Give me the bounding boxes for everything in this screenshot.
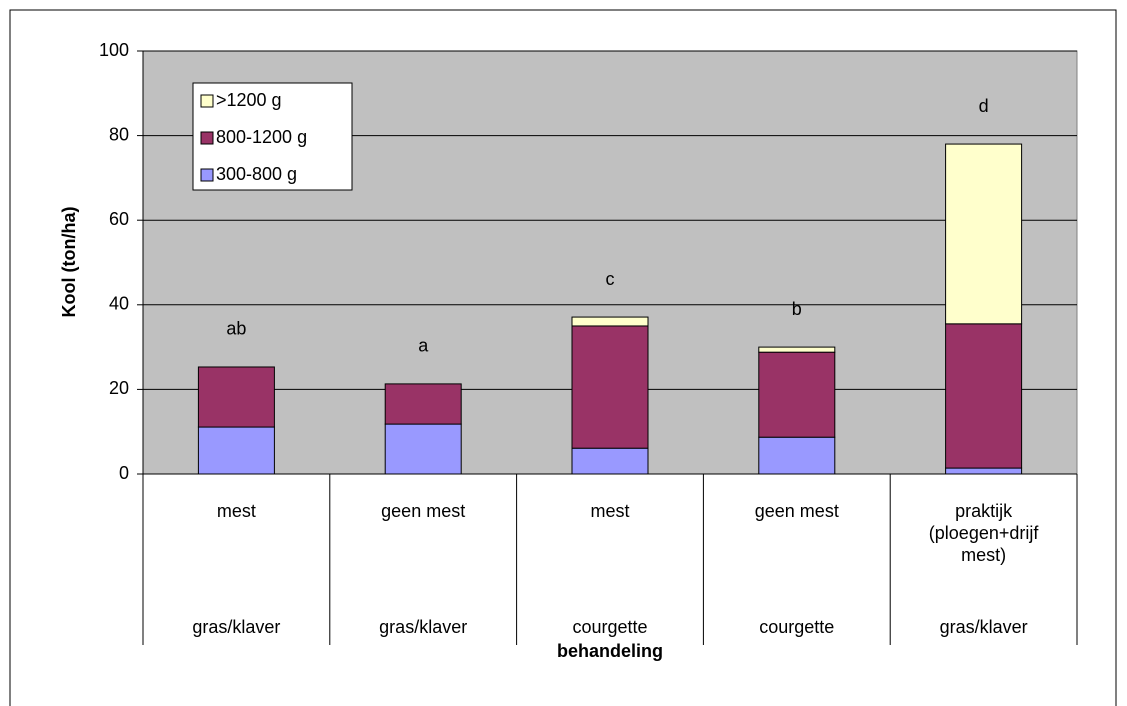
group-label: gras/klaver [939, 617, 1028, 637]
x-axis-label: behandeling [557, 641, 663, 661]
bar-segment [758, 346, 836, 353]
bar-segment [945, 143, 1023, 325]
x-tick-label: mest [216, 501, 256, 521]
x-tick-label: mest [590, 501, 630, 521]
legend-label: 800-1200 g [216, 127, 307, 147]
y-tick-label: 0 [119, 463, 129, 483]
legend-box [192, 82, 353, 191]
bar-segment [571, 325, 649, 449]
x-tick-label: geen mest [381, 501, 466, 521]
bar-segment [945, 323, 1023, 469]
group-label: gras/klaver [379, 617, 468, 637]
annotation: ab [226, 319, 246, 339]
y-tick-label: 80 [109, 124, 129, 144]
group-label: gras/klaver [192, 617, 281, 637]
legend-label: >1200 g [216, 90, 282, 110]
legend-swatch [200, 94, 214, 108]
group-label: courgette [572, 617, 648, 637]
y-tick-label: 20 [109, 378, 129, 398]
group-label: courgette [759, 617, 835, 637]
annotation: c [606, 269, 615, 289]
bar-segment [571, 316, 649, 327]
bar-segment [571, 447, 649, 475]
legend-swatch [200, 131, 214, 145]
y-tick-label: 60 [109, 209, 129, 229]
bar-segment [945, 467, 1023, 475]
annotation: a [418, 336, 429, 356]
chart-border [9, 9, 1117, 706]
legend-label: 300-800 g [216, 164, 297, 184]
y-axis-label: Kool (ton/ha) [59, 207, 79, 318]
bar-segment [197, 426, 275, 475]
annotation: b [792, 299, 802, 319]
y-tick-label: 40 [109, 294, 129, 314]
annotation: d [979, 96, 989, 116]
bar-segment [384, 423, 462, 475]
y-tick-label: 100 [99, 40, 129, 60]
bar-segment [758, 436, 836, 475]
x-tick-label: geen mest [754, 501, 839, 521]
bar-segment [758, 351, 836, 438]
bar-segment [384, 383, 462, 425]
x-tick-label: praktijk (ploegen+drijf mest) [928, 501, 1039, 565]
bar-segment [197, 366, 275, 428]
legend-swatch [200, 168, 214, 182]
